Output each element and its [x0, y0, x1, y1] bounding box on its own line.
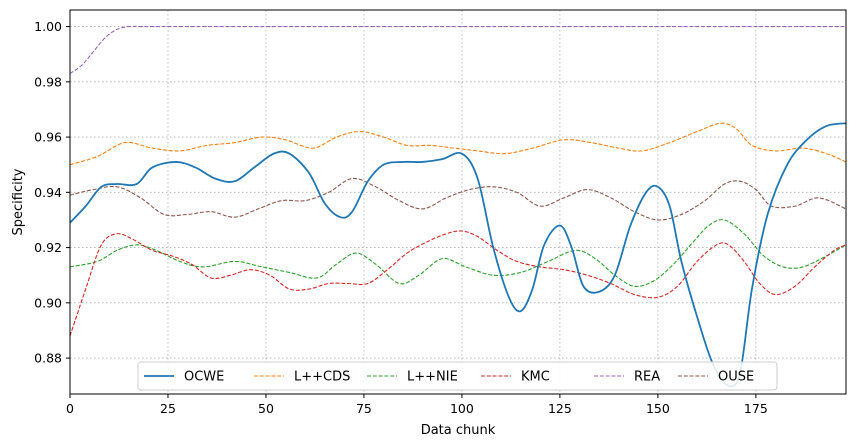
x-tick-label: 50	[258, 401, 274, 416]
legend-box	[137, 361, 778, 391]
axis-ticks: 0 25 50 75 100 125 150 175 0.88 0.90 0.92 0.94 0.96 0…	[34, 19, 768, 416]
y-tick-label: 0.96	[34, 130, 62, 145]
grid	[69, 10, 846, 394]
x-tick-label: 150	[646, 401, 670, 416]
series-line-ouse	[70, 177, 846, 221]
y-tick-label: 1.00	[34, 19, 62, 34]
x-tick-label: 125	[548, 401, 572, 416]
legend-label-l-nie: L++NIE	[407, 370, 458, 385]
legend: OCWE L++CDS L++NIE KMC REA OUSE	[137, 361, 778, 391]
x-tick-label: 100	[450, 401, 474, 416]
series-line-kmc	[70, 230, 846, 337]
y-tick-label: 0.98	[34, 74, 62, 89]
y-tick-label: 0.94	[34, 185, 62, 200]
series-line-ocwe	[70, 122, 846, 388]
legend-label-ouse: OUSE	[718, 370, 754, 385]
x-tick-label: 175	[744, 401, 768, 416]
series-line-l-nie	[70, 219, 846, 287]
y-tick-label: 0.88	[34, 351, 62, 366]
x-tick-label: 0	[66, 401, 74, 416]
x-axis-label: Data chunk	[421, 423, 496, 438]
series-line-rea	[70, 25, 846, 74]
x-tick-label: 75	[356, 401, 372, 416]
legend-label-kmc: KMC	[521, 370, 550, 385]
plot-frame	[69, 9, 847, 395]
y-tick-label: 0.92	[34, 240, 62, 255]
legend-label-rea: REA	[634, 370, 660, 385]
legend-label-ocwe: OCWE	[184, 370, 224, 385]
series-line-l-cds	[70, 122, 846, 166]
legend-label-l-cds: L++CDS	[294, 370, 350, 385]
y-tick-label: 0.90	[34, 295, 62, 310]
series-lines	[70, 25, 846, 388]
y-axis-label: Specificity	[11, 168, 26, 235]
x-tick-label: 25	[160, 401, 176, 416]
